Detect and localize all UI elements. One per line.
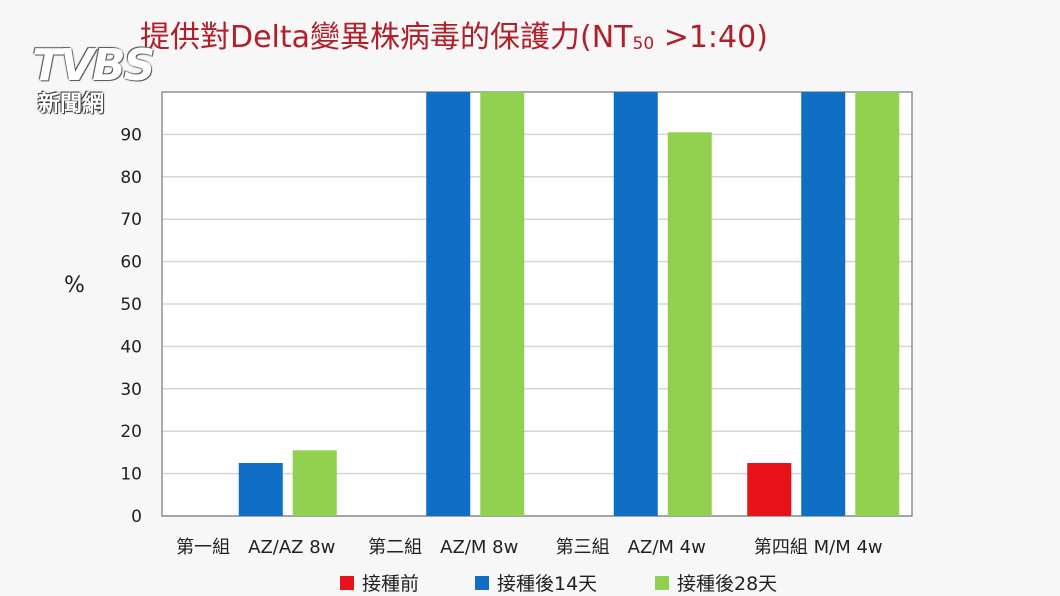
y-tick-label: 90 [120, 125, 142, 145]
y-tick-label: 20 [120, 422, 142, 442]
logo-subtitle: 新聞網 [38, 92, 105, 117]
legend-swatch [655, 576, 669, 590]
legend-swatch [475, 576, 489, 590]
x-tick-label: 第四組 M/M 4w [754, 537, 883, 558]
y-tick-label: 50 [120, 295, 142, 315]
bar [238, 463, 283, 516]
legend-label: 接種前 [362, 573, 419, 595]
y-tick-label: 40 [120, 337, 142, 357]
chart-title: 提供對Delta變異株病毒的保護力(NT50 >1:40) [140, 20, 768, 55]
x-tick-label: 第二組 AZ/M 8w [368, 537, 518, 558]
bar [747, 463, 792, 516]
plot-frame [161, 91, 913, 517]
x-tick-label: 第一組 AZ/AZ 8w [176, 537, 335, 558]
x-tick-label: 第三組 AZ/M 4w [556, 537, 706, 558]
legend-label: 接種後14天 [497, 573, 597, 595]
y-axis-label: % [64, 273, 85, 298]
bar [480, 92, 525, 516]
legend-label: 接種後28天 [677, 573, 777, 595]
bar [667, 132, 712, 516]
legend-swatch [340, 576, 354, 590]
y-tick-label: 80 [120, 168, 142, 188]
bar [613, 92, 658, 516]
y-tick-label: 0 [131, 507, 142, 527]
y-tick-label: 10 [120, 465, 142, 485]
y-tick-label: 70 [120, 210, 142, 230]
bar [855, 92, 900, 516]
logo-brand: TVBS [32, 40, 155, 91]
tvbs-logo: TVBS 新聞網 [26, 18, 216, 118]
y-tick-label: 60 [120, 253, 142, 273]
bar [292, 450, 337, 516]
y-tick-label: 30 [120, 380, 142, 400]
bar [426, 92, 471, 516]
bar [801, 92, 846, 516]
